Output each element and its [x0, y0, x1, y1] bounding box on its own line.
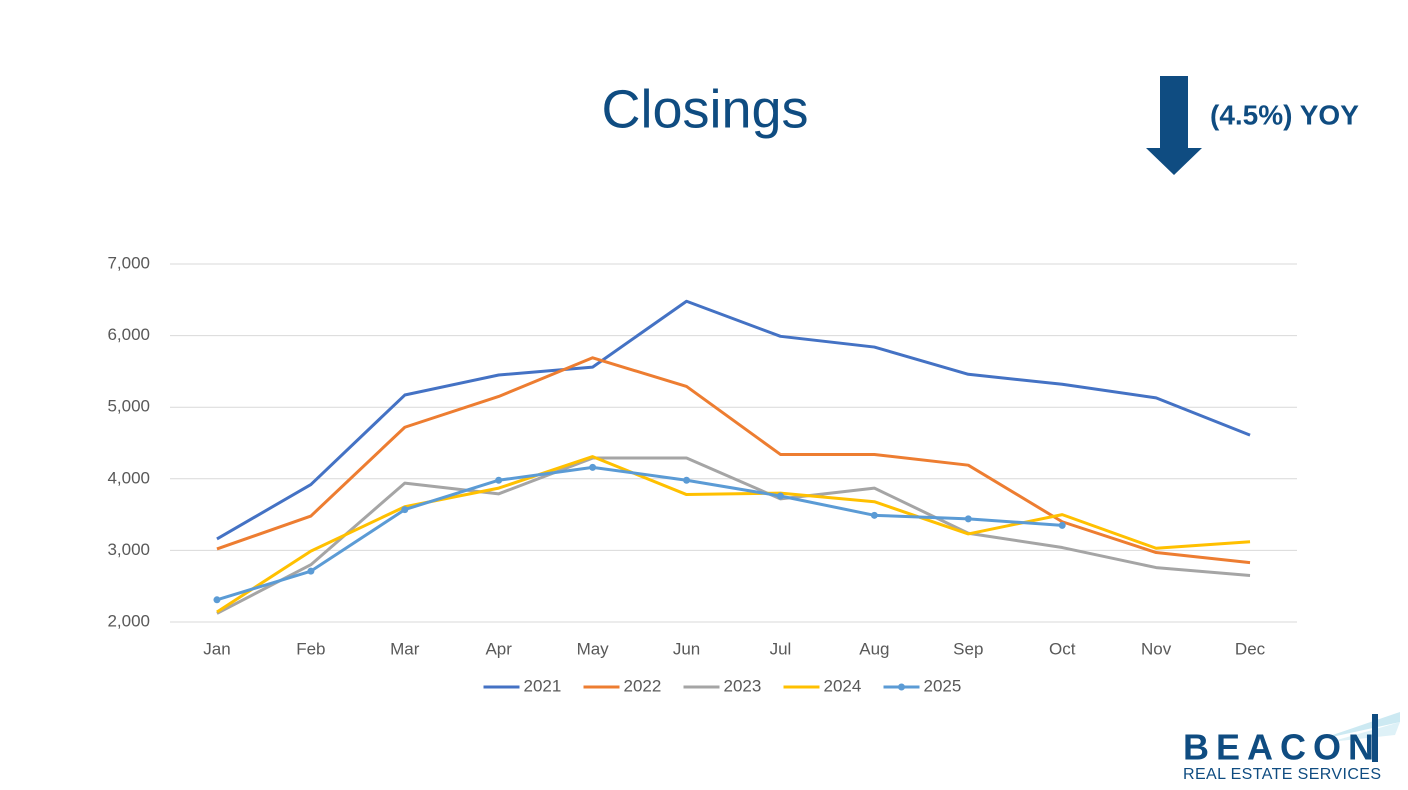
logo-name: BEACON — [1183, 727, 1381, 768]
series-marker — [964, 515, 972, 523]
series-marker — [213, 596, 221, 604]
x-tick-label: Jan — [203, 639, 230, 658]
series-line — [216, 456, 1251, 615]
legend-label: 2025 — [924, 676, 962, 695]
x-tick-label: Feb — [296, 639, 325, 658]
x-tick-label: Sep — [953, 639, 983, 658]
series-marker — [495, 476, 503, 484]
x-tick-label: Dec — [1235, 639, 1266, 658]
chart-title: Closings — [601, 79, 808, 139]
x-tick-label: Jun — [673, 639, 700, 658]
down-arrow — [1146, 76, 1202, 175]
x-tick-label: Oct — [1049, 639, 1076, 658]
y-tick-label: 5,000 — [107, 397, 150, 416]
logo-tagline: REAL ESTATE SERVICES — [1183, 766, 1381, 783]
series-marker — [683, 476, 691, 484]
series-marker — [1058, 521, 1066, 529]
legend-label: 2021 — [524, 676, 562, 695]
logo-beam — [1318, 712, 1400, 740]
legend-label: 2024 — [824, 676, 862, 695]
series-marker — [589, 463, 597, 471]
x-tick-label: Jul — [770, 639, 792, 658]
y-tick-label: 4,000 — [107, 468, 150, 487]
x-tick-label: Aug — [859, 639, 889, 658]
series-line — [216, 356, 1251, 565]
x-tick-label: Apr — [485, 639, 512, 658]
arrow-shaft — [1160, 76, 1188, 148]
y-tick-label: 2,000 — [107, 611, 150, 630]
x-tick-label: Mar — [390, 639, 420, 658]
series-marker — [776, 492, 784, 500]
series-marker — [307, 567, 315, 575]
arrow-head — [1146, 148, 1202, 175]
x-tick-label: May — [577, 639, 610, 658]
series-line — [216, 299, 1251, 541]
legend-label: 2022 — [624, 676, 662, 695]
yoy-annotation: (4.5%) YOY — [1210, 99, 1359, 130]
logo-tower — [1372, 714, 1378, 762]
x-tick-label: Nov — [1141, 639, 1172, 658]
series-marker — [870, 511, 878, 519]
y-tick-label: 3,000 — [107, 540, 150, 559]
series-line — [216, 455, 1251, 614]
legend-label: 2023 — [724, 676, 762, 695]
series-marker — [401, 506, 409, 514]
series-line — [216, 465, 1063, 602]
logo: BEACON REAL ESTATE SERVICES — [1183, 712, 1400, 783]
legend-marker — [898, 683, 905, 691]
y-tick-label: 7,000 — [107, 253, 150, 272]
y-tick-label: 6,000 — [107, 325, 150, 344]
logo-beam — [1330, 722, 1400, 742]
